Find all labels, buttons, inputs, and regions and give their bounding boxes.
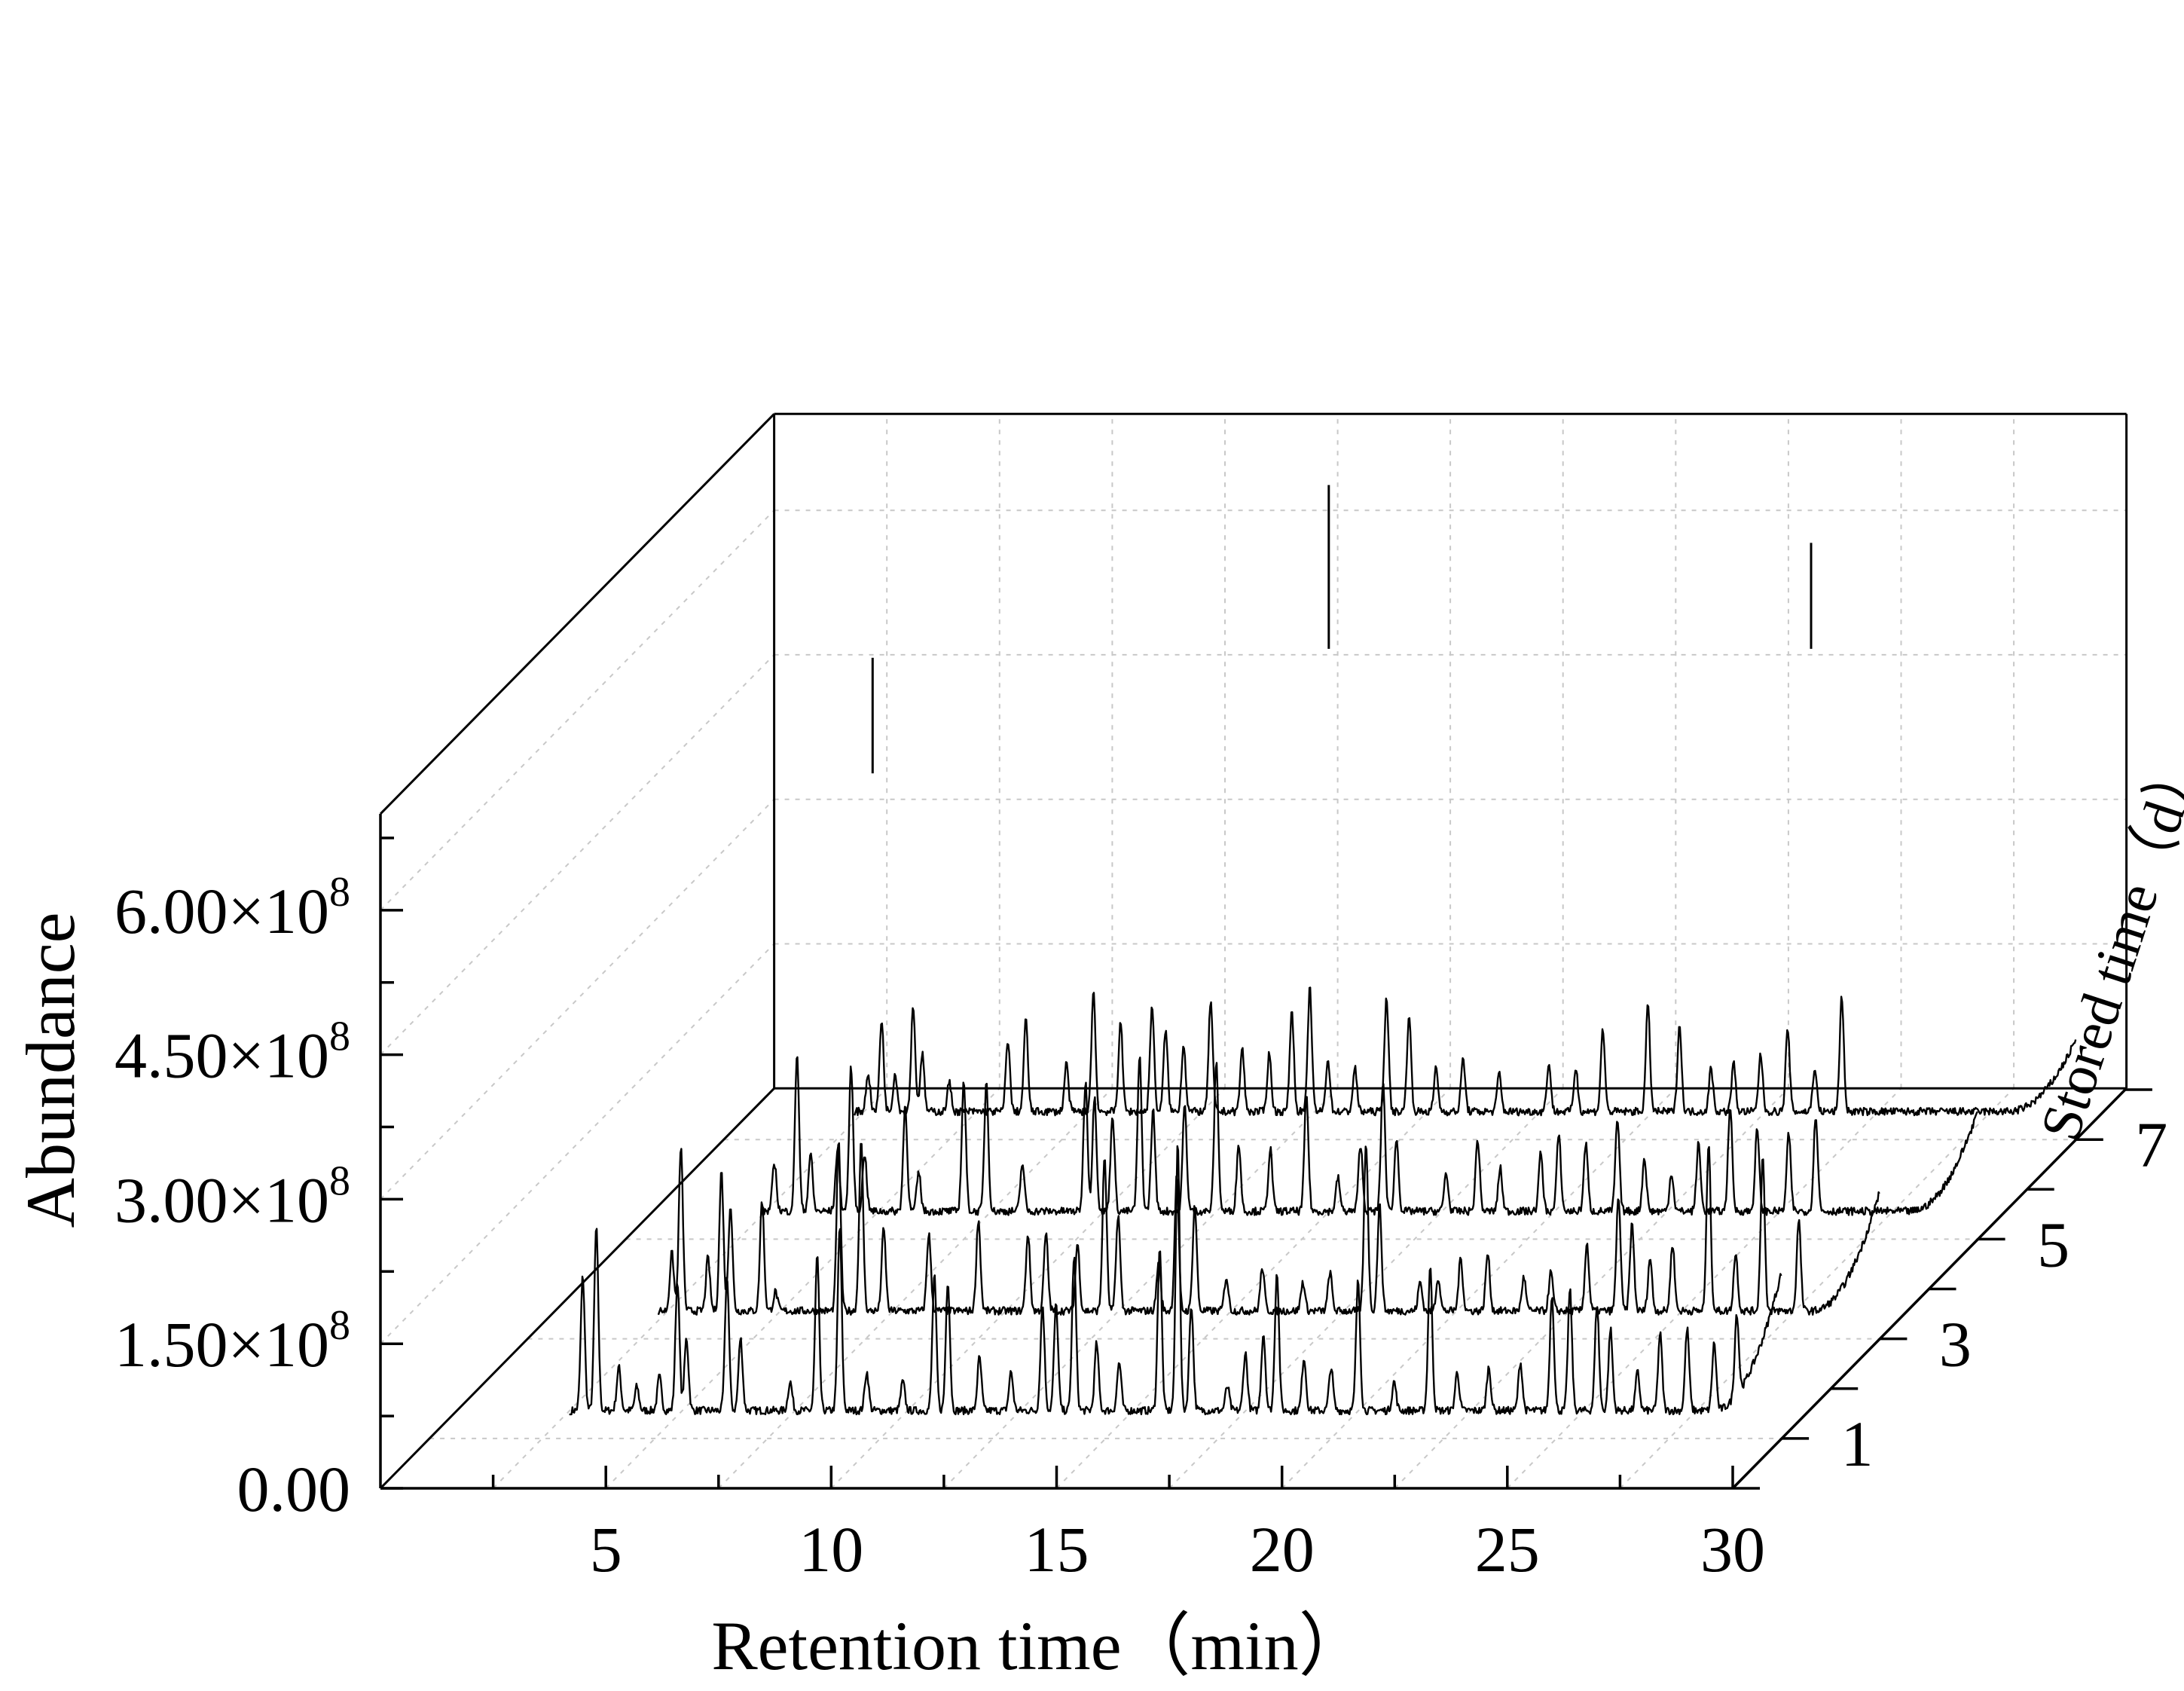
trace-stored-day-7 [854,986,2077,1117]
y-tick-label-0: 0.00 [237,1453,351,1525]
series-traces [569,485,2077,1416]
floor-grid-x-0 [492,1087,887,1489]
side-grid-y-1 [380,943,775,1344]
y-axis-title: Abundance [12,913,89,1228]
z-tick-label-1: 1 [1841,1408,1874,1480]
x-tick-label-15: 15 [1025,1513,1089,1586]
side-grid-y-4 [380,509,775,911]
x-tick-label-10: 10 [799,1513,863,1586]
floor-grid-x-6 [1168,1087,1564,1489]
trace-stored-day-1 [569,1145,1782,1416]
x-tick-label-30: 30 [1700,1513,1765,1586]
floor-grid-x-5 [1055,1087,1451,1489]
y-tick-exponent: 8 [329,869,350,916]
frame-floor-left [379,1087,775,1490]
x-tick-label-20: 20 [1250,1513,1315,1586]
tick-labels: 5 10 15 20 25 300.001.50×1083.00×1084.50×1086… [115,869,2167,1586]
y-tick-exponent: 8 [329,1302,350,1349]
x-tick-label-25: 25 [1475,1513,1540,1586]
y-tick-label-3: 4.50×108 [115,1014,350,1092]
side-grid-y-3 [380,654,775,1056]
trace-stored-day-3 [657,1142,1880,1316]
z-tick-label-5: 5 [2037,1208,2069,1280]
x-axis-title: Retention time（min） [711,1607,1367,1684]
trace-stored-day-5 [759,1056,1979,1216]
floor-grid-x-7 [1281,1087,1677,1489]
z-tick-label-3: 3 [1939,1308,1972,1381]
floor-grid-x-3 [830,1087,1226,1489]
floor-grid-x-1 [605,1087,1000,1489]
y-tick-label-2: 3.00×108 [115,1157,350,1236]
y-tick-label-1: 1.50×108 [115,1302,350,1381]
floor-grid-x-8 [1394,1087,1789,1489]
grid-lines [380,414,2127,1489]
y-tick-exponent: 8 [329,1014,350,1060]
axes [379,814,2152,1490]
floor-grid-x-9 [1507,1087,1902,1489]
frame-top-left [379,413,775,815]
y-tick-exponent: 8 [329,1157,350,1204]
floor-grid-x-2 [718,1087,1113,1489]
floor-grid-x-10 [1619,1087,2014,1489]
side-grid-y-2 [380,798,775,1200]
y-tick-label-4: 6.00×108 [115,869,350,947]
box-frame [379,412,2128,1490]
x-tick-label-5: 5 [590,1513,622,1586]
z-tick-label-7: 7 [2135,1108,2167,1181]
